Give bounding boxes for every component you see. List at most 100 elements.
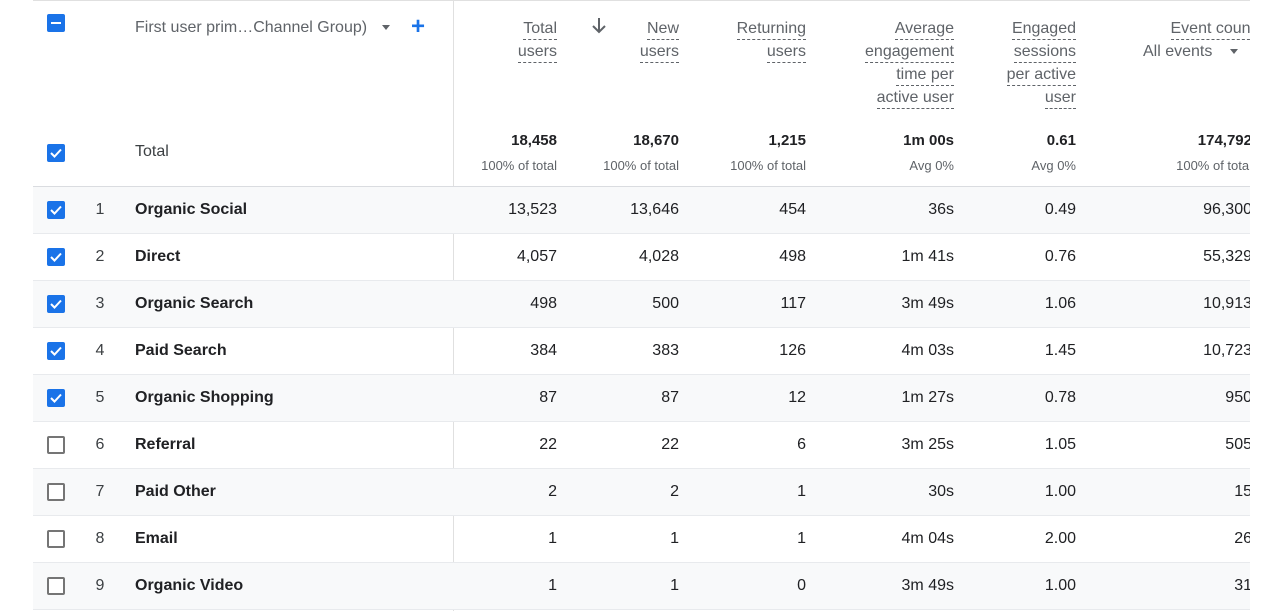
column-header-line: engagement bbox=[865, 42, 954, 63]
cell-avg-engagement: 3m 25s bbox=[901, 436, 954, 453]
cell-total-users: 22 bbox=[539, 436, 557, 453]
total-subtext: 100% of total bbox=[730, 158, 806, 173]
chevron-down-icon[interactable] bbox=[382, 25, 390, 30]
row-dimension-value[interactable]: Direct bbox=[135, 248, 181, 265]
cell-returning-users: 1 bbox=[797, 530, 806, 547]
row-dimension-value[interactable]: Email bbox=[135, 530, 178, 547]
total-value: 18,458 bbox=[511, 132, 557, 149]
column-header-engaged-sessions[interactable]: Engaged sessions per active user bbox=[956, 17, 1076, 109]
total-value: 1m 00s bbox=[903, 132, 954, 149]
cell-avg-engagement: 3m 49s bbox=[901, 295, 954, 312]
cell-new-users: 13,646 bbox=[630, 201, 679, 218]
table-row[interactable]: 9 Organic Video 1 1 0 3m 49s 1.00 31 bbox=[33, 563, 1250, 610]
select-all-checkbox[interactable] bbox=[47, 14, 65, 32]
cell-engaged-sessions: 0.49 bbox=[1044, 201, 1076, 218]
column-header-returning-users[interactable]: Returning users bbox=[686, 17, 806, 63]
cell-event-count: 31 bbox=[1234, 577, 1250, 594]
table-row[interactable]: 1 Organic Social 13,523 13,646 454 36s 0.49 96,… bbox=[33, 187, 1250, 234]
cell-returning-users: 0 bbox=[797, 577, 806, 594]
indeterminate-icon bbox=[51, 22, 61, 24]
check-icon bbox=[50, 346, 62, 356]
row-checkbox[interactable] bbox=[47, 530, 65, 548]
row-dimension-value[interactable]: Paid Search bbox=[135, 342, 227, 359]
row-index: 7 bbox=[95, 483, 105, 500]
row-index: 3 bbox=[95, 295, 105, 312]
cell-event-count: 96,300 bbox=[1203, 201, 1250, 218]
cell-total-users: 2 bbox=[548, 483, 557, 500]
column-header-line: Engaged bbox=[1011, 19, 1076, 40]
check-icon bbox=[50, 299, 62, 309]
row-checkbox[interactable] bbox=[47, 295, 65, 313]
total-value: 174,792 bbox=[1197, 132, 1250, 149]
cell-engaged-sessions: 1.05 bbox=[1044, 436, 1076, 453]
total-value: 18,670 bbox=[633, 132, 679, 149]
row-dimension-value[interactable]: Organic Video bbox=[135, 577, 244, 594]
total-label: Total bbox=[135, 143, 169, 160]
add-dimension-button[interactable]: + bbox=[411, 13, 426, 40]
table-row[interactable]: 3 Organic Search 498 500 117 3m 49s 1.06 10,913 bbox=[33, 281, 1250, 328]
row-dimension-value[interactable]: Referral bbox=[135, 436, 196, 453]
column-header-avg-engagement[interactable]: Average engagement time per active user bbox=[814, 17, 954, 109]
table-row[interactable]: 8 Email 1 1 1 4m 04s 2.00 26 bbox=[33, 516, 1250, 563]
row-checkbox[interactable] bbox=[47, 389, 65, 407]
top-border bbox=[33, 0, 1250, 1]
table-row[interactable]: 2 Direct 4,057 4,028 498 1m 41s 0.76 55,329 bbox=[33, 234, 1250, 281]
cell-returning-users: 454 bbox=[779, 201, 806, 218]
cell-returning-users: 1 bbox=[797, 483, 806, 500]
dimension-selector[interactable]: First user prim…Channel Group) bbox=[135, 19, 368, 36]
total-row-checkbox[interactable] bbox=[47, 144, 65, 162]
row-index: 1 bbox=[95, 201, 105, 218]
table-row[interactable]: 6 Referral 22 22 6 3m 25s 1.05 505 bbox=[33, 422, 1250, 469]
row-dimension-value[interactable]: Organic Shopping bbox=[135, 389, 274, 406]
cell-avg-engagement: 4m 04s bbox=[901, 530, 954, 547]
table-row[interactable]: 7 Paid Other 2 2 1 30s 1.00 15 bbox=[33, 469, 1250, 516]
row-checkbox[interactable] bbox=[47, 483, 65, 501]
total-value: 0.61 bbox=[1046, 132, 1076, 149]
table-row[interactable]: 5 Organic Shopping 87 87 12 1m 27s 0.78 950 bbox=[33, 375, 1250, 422]
column-header-total-users[interactable]: Total users bbox=[437, 17, 557, 63]
cell-avg-engagement: 1m 27s bbox=[901, 389, 954, 406]
cell-engaged-sessions: 1.45 bbox=[1044, 342, 1076, 359]
cell-event-count: 505 bbox=[1225, 436, 1250, 453]
chevron-down-icon[interactable] bbox=[1230, 49, 1238, 54]
cell-engaged-sessions: 1.00 bbox=[1044, 577, 1076, 594]
row-checkbox[interactable] bbox=[47, 342, 65, 360]
table-row[interactable]: 4 Paid Search 384 383 126 4m 03s 1.45 10,723 bbox=[33, 328, 1250, 375]
sort-descending-icon[interactable] bbox=[590, 16, 608, 36]
cell-engaged-sessions: 0.76 bbox=[1044, 248, 1076, 265]
cell-total-users: 498 bbox=[530, 295, 557, 312]
cell-avg-engagement: 3m 49s bbox=[901, 577, 954, 594]
cell-avg-engagement: 4m 03s bbox=[901, 342, 954, 359]
row-index: 2 bbox=[95, 248, 105, 265]
row-dimension-value[interactable]: Organic Search bbox=[135, 295, 254, 312]
cell-returning-users: 498 bbox=[779, 248, 806, 265]
cell-returning-users: 12 bbox=[788, 389, 806, 406]
total-subtext: 100% of total bbox=[481, 158, 557, 173]
column-header-line: user bbox=[1044, 88, 1076, 109]
cell-new-users: 1 bbox=[670, 530, 679, 547]
row-dimension-value[interactable]: Organic Social bbox=[135, 201, 248, 218]
cell-new-users: 2 bbox=[670, 483, 679, 500]
row-index: 4 bbox=[95, 342, 105, 359]
column-header-new-users[interactable]: New users bbox=[569, 17, 679, 63]
row-dimension-value[interactable]: Paid Other bbox=[135, 483, 216, 500]
cell-event-count: 15 bbox=[1234, 483, 1250, 500]
column-header-line: New bbox=[646, 19, 679, 40]
cell-total-users: 13,523 bbox=[508, 201, 557, 218]
column-header-event-count[interactable]: Event count bbox=[1120, 17, 1250, 40]
cell-total-users: 4,057 bbox=[516, 248, 557, 265]
cell-total-users: 1 bbox=[548, 530, 557, 547]
row-checkbox[interactable] bbox=[47, 577, 65, 595]
row-checkbox[interactable] bbox=[47, 201, 65, 219]
cell-total-users: 87 bbox=[539, 389, 557, 406]
cell-event-count: 950 bbox=[1225, 389, 1250, 406]
cell-avg-engagement: 36s bbox=[928, 201, 954, 218]
column-header-line: Total bbox=[523, 19, 557, 40]
check-icon bbox=[50, 148, 62, 158]
row-checkbox[interactable] bbox=[47, 436, 65, 454]
column-header-line: active user bbox=[876, 88, 954, 109]
table-header: First user prim…Channel Group) + Total us… bbox=[33, 0, 1250, 186]
event-selector[interactable]: All events bbox=[1143, 43, 1213, 60]
row-checkbox[interactable] bbox=[47, 248, 65, 266]
column-header-line: Average bbox=[894, 19, 954, 40]
